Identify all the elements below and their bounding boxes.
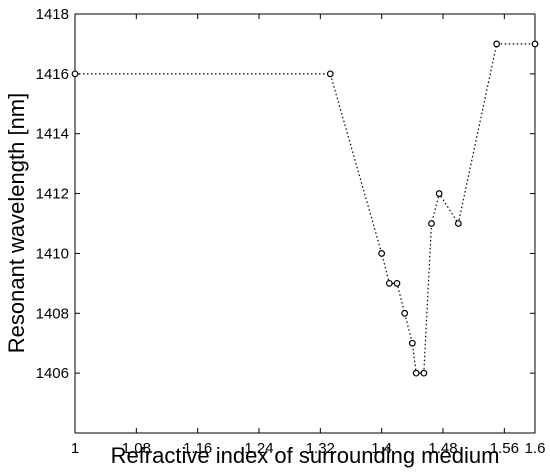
y-tick-label: 1416 bbox=[36, 66, 69, 83]
y-tick-labels: 1406 1408 1410 1412 1414 1416 1418 bbox=[36, 6, 69, 382]
data-point bbox=[412, 369, 420, 377]
x-tick-labels: 1 1.08 1.16 1.24 1.32 1.4 1.48 1.56 1.6 bbox=[71, 440, 546, 457]
series-line bbox=[75, 43, 535, 374]
tick-marks bbox=[74, 13, 536, 433]
plot-frame bbox=[74, 13, 536, 434]
data-points bbox=[71, 40, 539, 377]
data-point bbox=[428, 220, 435, 227]
data-point bbox=[408, 339, 416, 347]
y-tick-label: 1408 bbox=[36, 305, 69, 322]
data-point bbox=[401, 309, 409, 317]
y-tick-label: 1410 bbox=[36, 245, 69, 262]
x-tick-label: 1.56 bbox=[490, 440, 519, 457]
data-point bbox=[493, 40, 501, 48]
data-point bbox=[71, 70, 79, 78]
y-tick-label: 1418 bbox=[36, 6, 69, 23]
x-tick-label: 1 bbox=[71, 440, 79, 457]
data-point bbox=[385, 279, 393, 287]
data-point bbox=[378, 250, 386, 257]
data-point bbox=[326, 70, 334, 78]
y-axis-label: Resonant wavelength [nm] bbox=[4, 93, 29, 354]
x-tick-label: 1.08 bbox=[122, 440, 151, 457]
data-point bbox=[435, 190, 443, 197]
x-tick-label: 1.16 bbox=[183, 440, 212, 457]
y-tick-label: 1414 bbox=[36, 126, 69, 143]
x-tick-label: 1.6 bbox=[525, 440, 546, 457]
x-tick-label: 1.24 bbox=[244, 440, 273, 457]
x-axis-label: Refractive index of surrounding medium bbox=[111, 443, 500, 468]
x-tick-label: 1.32 bbox=[306, 440, 335, 457]
data-point bbox=[420, 369, 428, 377]
y-tick-label: 1412 bbox=[36, 186, 69, 203]
x-tick-label: 1.48 bbox=[428, 440, 457, 457]
data-point bbox=[393, 279, 401, 287]
y-tick-label: 1406 bbox=[36, 365, 69, 382]
x-tick-label: 1.4 bbox=[371, 440, 392, 457]
data-point bbox=[454, 220, 462, 227]
data-point bbox=[531, 40, 539, 48]
